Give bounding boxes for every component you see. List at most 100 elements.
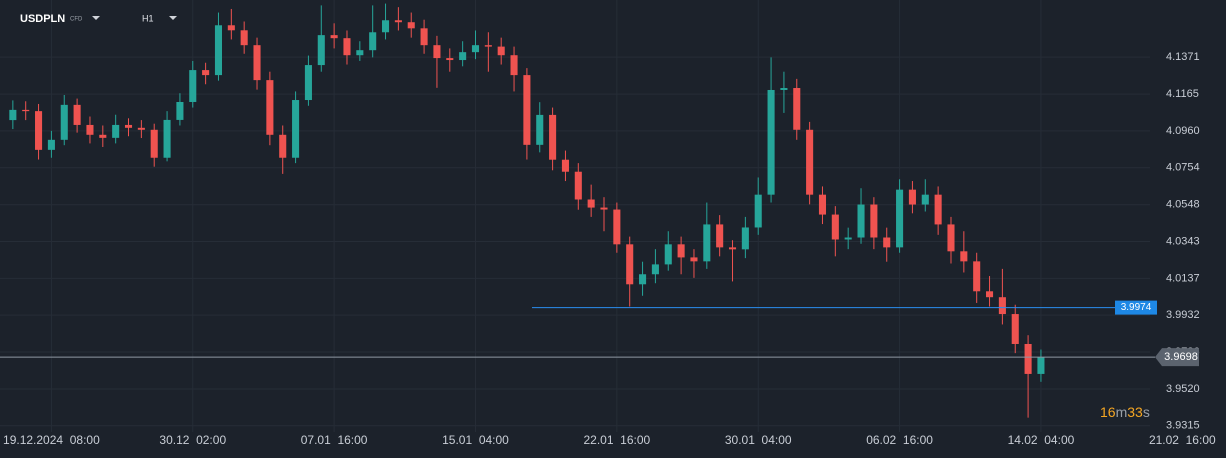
y-tick-label: 4.0137 [1166,272,1200,284]
y-tick-label: 3.9315 [1166,420,1200,432]
candle-body [202,70,210,76]
x-tick-label: 21.02 16:00 [1149,433,1216,447]
candle-body [883,237,891,248]
x-tick-label: 19.12.2024 08:00 [3,433,100,447]
price-level-label: 3.9974 [1121,302,1152,313]
candle-body [304,65,312,101]
countdown-unit: m [1116,404,1128,420]
candle-body [908,189,916,205]
instrument-type: CFD [70,17,83,23]
candle-body [626,244,634,285]
candle-body [22,109,30,112]
x-tick-label: 15.01 04:00 [442,433,509,447]
candle-body [523,75,531,145]
countdown-value: 33 [1127,404,1143,420]
candle-body [831,214,839,240]
y-tick-label: 4.0754 [1166,162,1200,174]
candle-body [651,264,659,275]
y-tick-label: 3.9932 [1166,309,1200,321]
candle-body [446,58,454,61]
candle-body [690,257,698,262]
candle-body [214,25,223,76]
y-tick-label: 4.0960 [1166,125,1200,137]
candle-body [921,194,929,205]
y-tick-label: 4.0343 [1166,235,1200,247]
candle-body [112,124,120,138]
candle-body [677,244,685,258]
candle-body [703,224,711,262]
countdown-value: 16 [1100,404,1116,420]
candle-body [137,127,145,130]
candle-body [510,55,518,76]
candle-body [587,199,595,208]
current-price-tag [1155,348,1199,367]
x-tick-label: 14.02 04:00 [1008,433,1075,447]
grid [0,0,1150,432]
candle-body [896,189,904,248]
candle-body [561,159,569,172]
candle-body [73,104,81,125]
candle-body [934,194,942,225]
x-tick-label: 22.01 16:00 [583,433,650,447]
candle-body [600,207,608,210]
candle-body [253,45,261,81]
candle-body [1024,343,1032,374]
candle-body [343,38,351,56]
candle-body [150,129,158,158]
candle-body [947,224,955,252]
candle-body [471,45,480,53]
countdown: 16m33s [1100,404,1150,420]
candle-body [973,261,981,292]
header[interactable]: USDPLN CFD H1 [20,13,177,25]
candles [9,3,1045,418]
candle-body [369,32,377,51]
candle-body [728,247,737,250]
dropdown-arrow[interactable] [169,16,177,20]
current-price-label: 3.9698 [1164,351,1198,363]
candle-body [99,134,107,138]
candle-body [124,124,133,128]
candle-body [459,52,467,61]
candle-body [292,100,300,158]
candle-body [407,22,415,29]
candle-body [870,204,878,238]
candle-body [227,25,235,31]
candle-body [806,129,814,195]
candle-body [767,89,775,195]
x-tick-label: 30.01 04:00 [725,433,792,447]
dropdown-arrow[interactable] [92,16,100,20]
candle-body [86,124,94,135]
candle-body [484,45,492,47]
candle-body [47,139,55,150]
x-tick-label: 30.12 02:00 [159,433,226,447]
candle-body [176,101,184,120]
overlay: 4.1371 4.1165 4.0960 4.0754 4.0548 4.0343 4.01… [0,51,1216,447]
candle-body [844,237,852,240]
candle-body [266,80,274,135]
x-tick-label: 07.01 16:00 [301,433,368,447]
candle-body [330,35,338,39]
candle-body [382,20,390,33]
x-tick-label: 06.02 16:00 [866,433,933,447]
candle-body [433,45,441,59]
candle-body [793,88,801,130]
y-tick-label: 4.1371 [1166,51,1200,63]
candle-body [189,70,197,102]
candle-body [356,50,364,56]
candle-body [240,30,248,46]
timeframe[interactable]: H1 [142,13,154,23]
candle-body [998,297,1006,315]
candle-body [574,171,582,200]
candle-body [818,194,827,215]
candle-body [986,291,994,298]
y-tick-label: 3.9520 [1166,383,1200,395]
candle-body [420,28,428,46]
candle-body [317,35,325,66]
candle-body [279,134,287,158]
candle-body [549,114,557,160]
candle-body [780,88,788,90]
symbol[interactable]: USDPLN [20,13,65,25]
